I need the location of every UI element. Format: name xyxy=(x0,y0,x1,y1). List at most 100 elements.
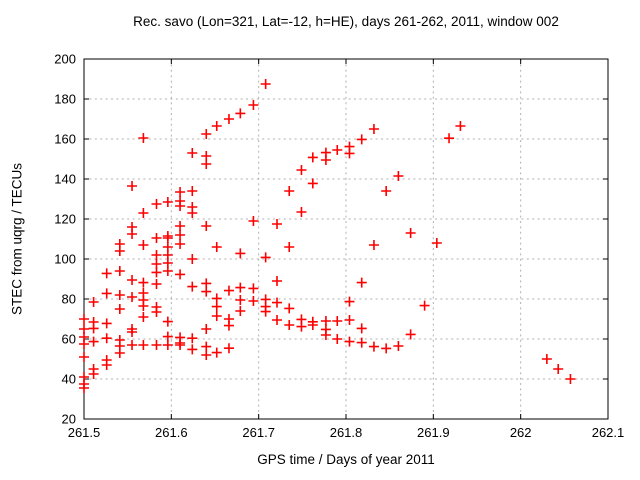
data-point xyxy=(175,269,186,280)
data-point xyxy=(565,374,576,384)
data-point xyxy=(151,233,162,243)
data-point xyxy=(175,221,186,231)
data-point xyxy=(307,320,318,330)
data-point xyxy=(187,281,198,292)
y-tick-label: 200 xyxy=(54,52,76,67)
data-point xyxy=(138,340,149,350)
data-point xyxy=(127,292,138,302)
data-point xyxy=(79,314,89,324)
data-point xyxy=(114,304,125,314)
y-tick-label: 120 xyxy=(54,212,76,227)
data-point xyxy=(444,133,455,144)
data-point xyxy=(151,307,162,317)
data-point xyxy=(344,336,355,347)
data-point xyxy=(162,233,173,243)
data-point xyxy=(356,337,367,348)
data-point xyxy=(151,250,162,260)
data-point xyxy=(101,333,112,344)
data-point xyxy=(272,276,283,286)
y-tick-label: 160 xyxy=(54,132,76,147)
data-point xyxy=(248,283,259,294)
data-point xyxy=(175,239,186,249)
data-point xyxy=(296,165,307,175)
data-point xyxy=(127,340,138,350)
data-point xyxy=(223,114,234,124)
data-point xyxy=(187,148,198,158)
data-point xyxy=(151,267,162,278)
data-point xyxy=(79,383,89,393)
x-tick-label: 262 xyxy=(510,425,532,440)
data-point xyxy=(248,216,259,226)
data-point xyxy=(175,340,186,350)
data-point xyxy=(162,340,173,350)
data-point xyxy=(235,108,246,119)
x-tick-label: 261.8 xyxy=(330,425,363,440)
data-point xyxy=(393,171,404,181)
data-point xyxy=(211,121,222,131)
data-point xyxy=(541,354,552,364)
data-point xyxy=(307,178,318,189)
data-point xyxy=(307,152,318,163)
data-point xyxy=(79,339,89,349)
data-point xyxy=(138,208,149,218)
data-point xyxy=(114,266,125,276)
data-point xyxy=(344,148,355,159)
data-point xyxy=(88,369,99,379)
data-point xyxy=(187,208,198,218)
data-point xyxy=(201,286,212,297)
data-point xyxy=(88,336,99,347)
data-point xyxy=(356,277,367,288)
data-point xyxy=(175,230,186,240)
data-point xyxy=(201,324,212,334)
data-point xyxy=(296,321,307,332)
y-tick-label: 180 xyxy=(54,92,76,107)
data-point xyxy=(405,228,416,238)
data-point xyxy=(431,238,442,248)
data-point xyxy=(320,155,331,165)
data-point xyxy=(405,329,416,340)
data-point xyxy=(201,350,212,360)
data-point xyxy=(393,341,404,351)
data-point xyxy=(381,186,392,196)
data-point xyxy=(368,124,379,134)
data-point xyxy=(235,295,246,305)
data-point xyxy=(368,341,379,352)
x-tick-label: 261.5 xyxy=(68,425,101,440)
data-point xyxy=(79,352,89,362)
data-point xyxy=(223,320,234,331)
data-point xyxy=(114,290,125,300)
data-point xyxy=(223,285,234,296)
data-point xyxy=(368,240,379,250)
data-point xyxy=(162,197,173,207)
data-point xyxy=(284,303,295,314)
data-point xyxy=(201,221,212,231)
data-point xyxy=(151,279,162,289)
chart-title: Rec. savo (Lon=321, Lat=-12, h=HE), days… xyxy=(133,14,559,29)
data-point xyxy=(284,242,295,252)
data-point xyxy=(260,79,271,89)
data-point xyxy=(175,201,186,211)
data-point xyxy=(162,331,173,342)
data-point xyxy=(356,323,367,334)
data-point xyxy=(248,100,259,110)
data-point xyxy=(101,268,112,279)
data-point xyxy=(260,252,271,263)
x-tick-label: 262.1 xyxy=(592,425,625,440)
data-point xyxy=(114,348,125,358)
x-tick-label: 261.6 xyxy=(155,425,188,440)
data-point xyxy=(127,229,138,239)
data-point xyxy=(138,301,149,311)
data-point xyxy=(151,340,162,350)
data-point xyxy=(151,199,162,209)
data-point xyxy=(162,266,173,276)
data-point xyxy=(88,297,99,307)
data-point xyxy=(332,145,343,155)
data-point xyxy=(223,343,234,354)
y-tick-label: 100 xyxy=(54,252,76,267)
data-point xyxy=(272,219,283,229)
data-point xyxy=(320,316,331,326)
data-point xyxy=(332,316,343,326)
data-point xyxy=(201,341,212,352)
